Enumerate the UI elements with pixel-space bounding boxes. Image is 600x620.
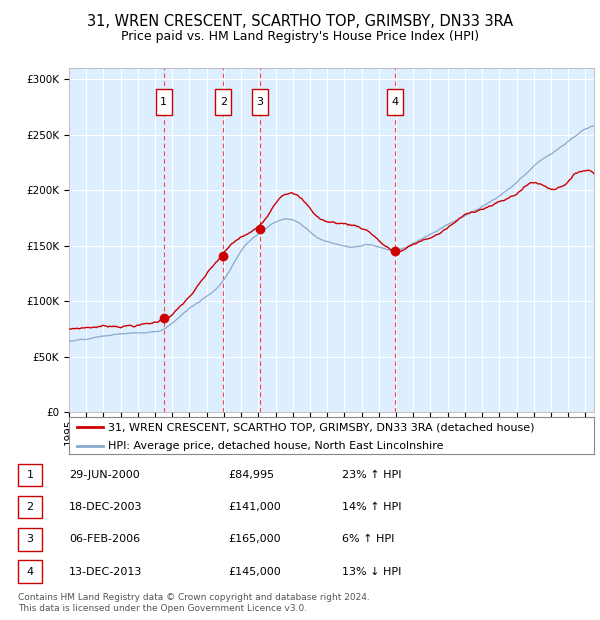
Text: 23% ↑ HPI: 23% ↑ HPI (342, 470, 401, 480)
Text: £141,000: £141,000 (228, 502, 281, 512)
Text: 14% ↑ HPI: 14% ↑ HPI (342, 502, 401, 512)
Text: Price paid vs. HM Land Registry's House Price Index (HPI): Price paid vs. HM Land Registry's House … (121, 30, 479, 43)
Text: 1: 1 (26, 470, 34, 480)
Text: 4: 4 (26, 567, 34, 577)
Text: 3: 3 (26, 534, 34, 544)
Text: 4: 4 (392, 97, 399, 107)
Text: 31, WREN CRESCENT, SCARTHO TOP, GRIMSBY, DN33 3RA (detached house): 31, WREN CRESCENT, SCARTHO TOP, GRIMSBY,… (109, 422, 535, 432)
Text: 3: 3 (257, 97, 263, 107)
Text: HPI: Average price, detached house, North East Lincolnshire: HPI: Average price, detached house, Nort… (109, 441, 444, 451)
Text: Contains HM Land Registry data © Crown copyright and database right 2024.
This d: Contains HM Land Registry data © Crown c… (18, 593, 370, 613)
Text: 31, WREN CRESCENT, SCARTHO TOP, GRIMSBY, DN33 3RA: 31, WREN CRESCENT, SCARTHO TOP, GRIMSBY,… (87, 14, 513, 29)
Text: 6% ↑ HPI: 6% ↑ HPI (342, 534, 394, 544)
Text: 2: 2 (220, 97, 227, 107)
FancyBboxPatch shape (215, 89, 231, 115)
Text: 29-JUN-2000: 29-JUN-2000 (69, 470, 140, 480)
Text: 13% ↓ HPI: 13% ↓ HPI (342, 567, 401, 577)
FancyBboxPatch shape (252, 89, 268, 115)
Text: 13-DEC-2013: 13-DEC-2013 (69, 567, 142, 577)
FancyBboxPatch shape (156, 89, 172, 115)
Text: 18-DEC-2003: 18-DEC-2003 (69, 502, 143, 512)
FancyBboxPatch shape (388, 89, 403, 115)
Text: 06-FEB-2006: 06-FEB-2006 (69, 534, 140, 544)
Text: £84,995: £84,995 (228, 470, 274, 480)
Text: £145,000: £145,000 (228, 567, 281, 577)
Text: 2: 2 (26, 502, 34, 512)
Text: 1: 1 (160, 97, 167, 107)
Text: £165,000: £165,000 (228, 534, 281, 544)
